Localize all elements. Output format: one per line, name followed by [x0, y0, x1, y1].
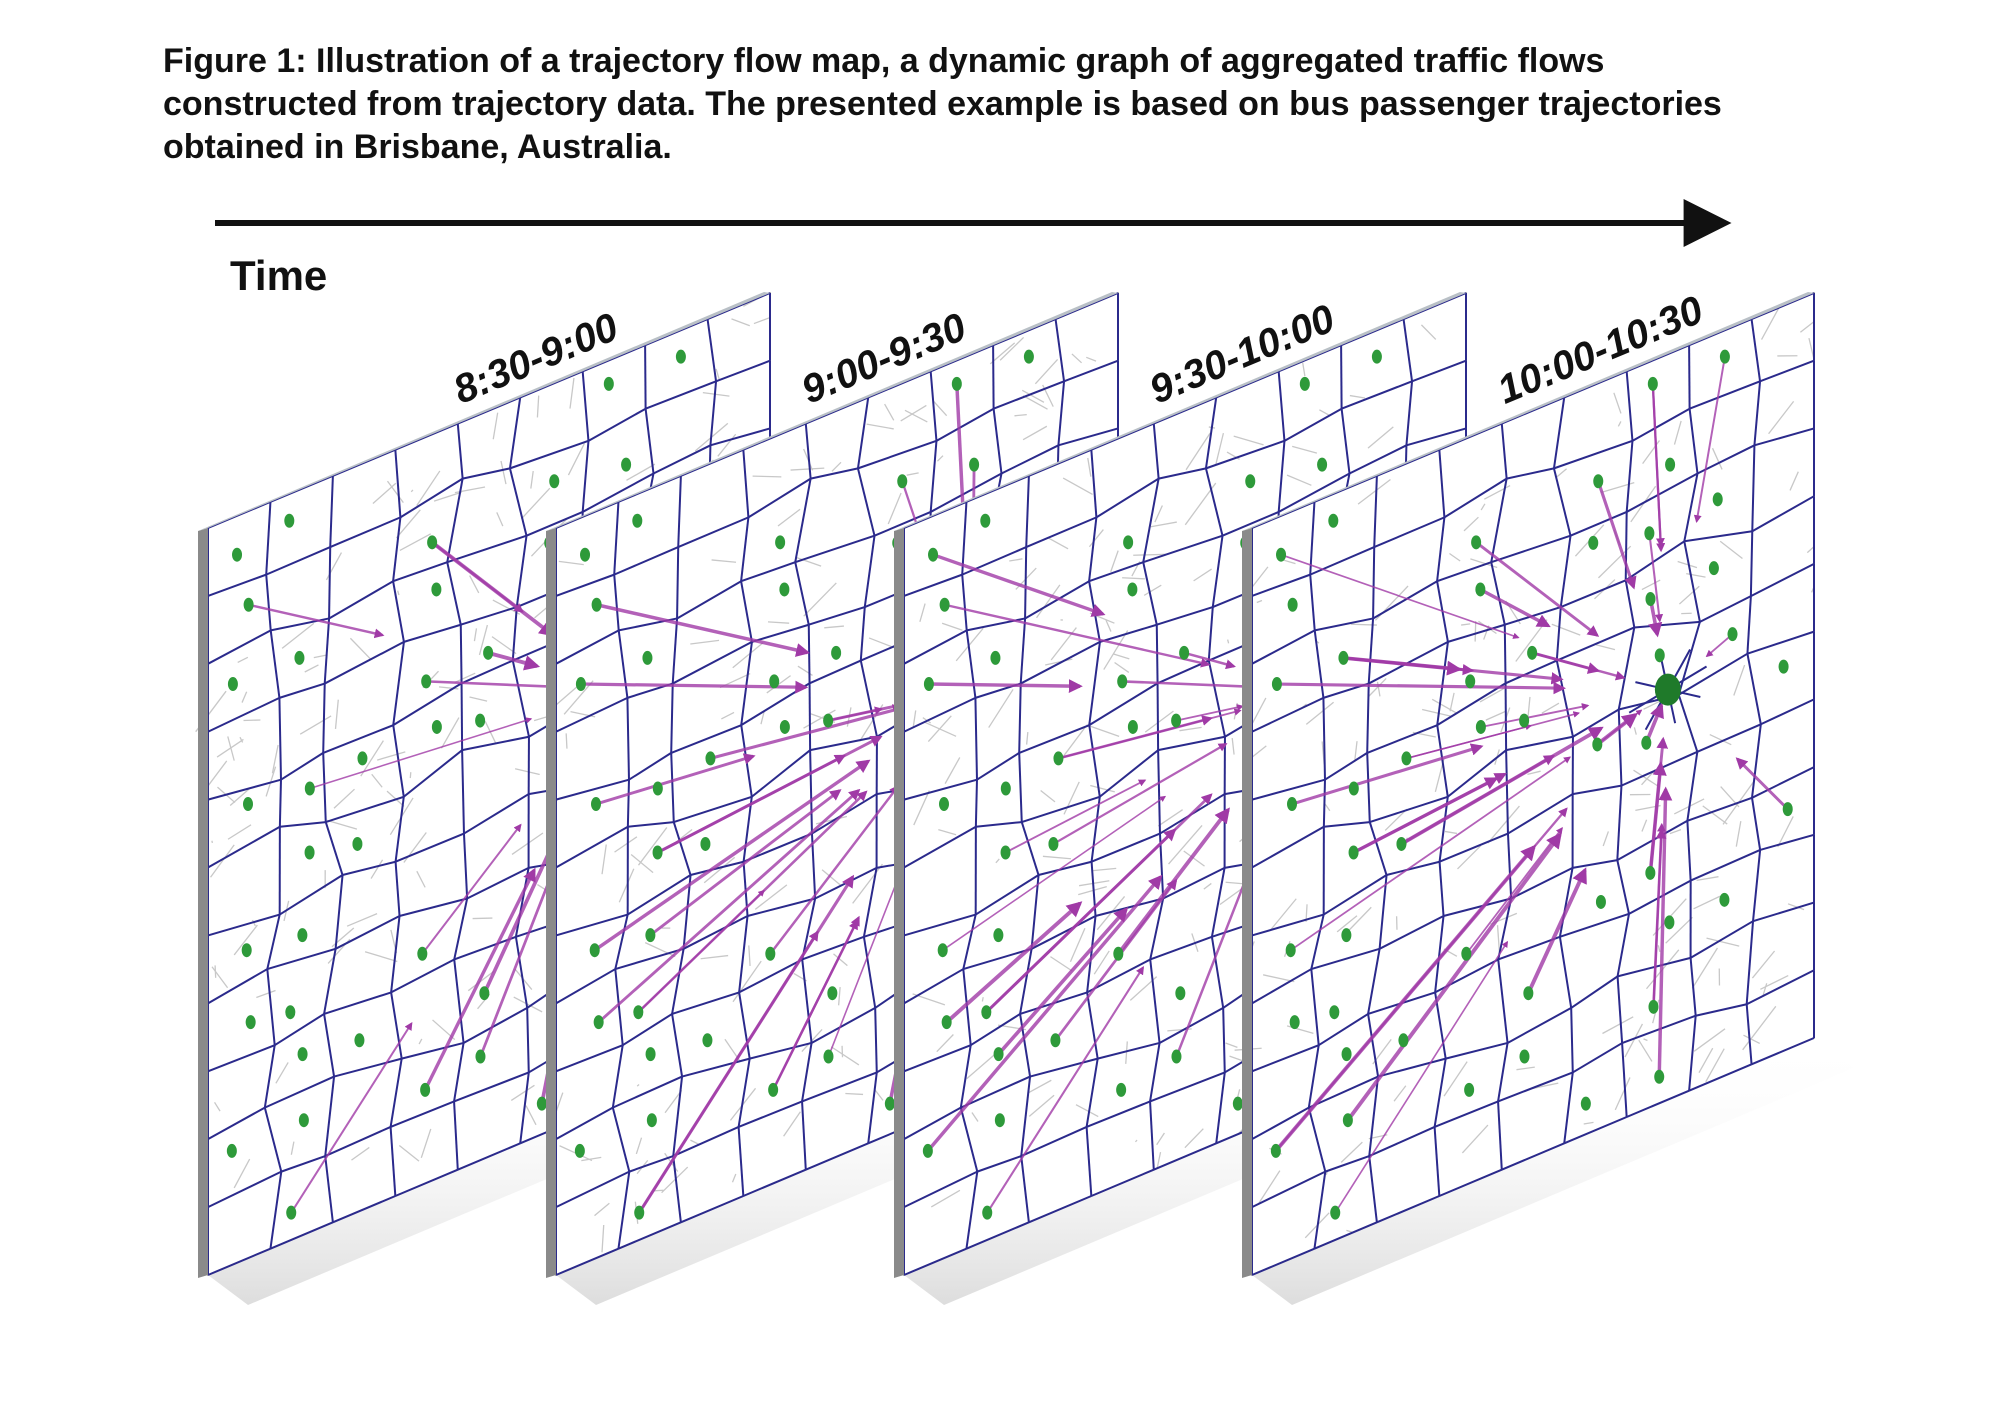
figure-caption: Figure 1: Illustration of a trajectory f… — [163, 42, 1722, 166]
time-label: Time — [230, 252, 327, 299]
panel-left-edge — [1242, 528, 1252, 1278]
panel-top-edge — [1242, 292, 1814, 531]
panel-left-edge — [894, 528, 904, 1278]
panel-shadow — [1252, 1038, 1854, 1305]
time-slice-panel: 10:00-10:30 — [1234, 288, 1854, 1305]
panel-top-edge — [546, 292, 1118, 531]
panel-top-edge — [198, 292, 770, 531]
panel-left-edge — [198, 528, 208, 1278]
flow-arrows — [1274, 356, 1789, 1214]
node-dots — [1270, 349, 1793, 1220]
voronoi-cells — [1251, 292, 1815, 1276]
panel-left-edge — [546, 528, 556, 1278]
flow-arrows — [580, 383, 1031, 1214]
panel-top-edge — [894, 292, 1466, 531]
hub-node — [1654, 673, 1681, 706]
